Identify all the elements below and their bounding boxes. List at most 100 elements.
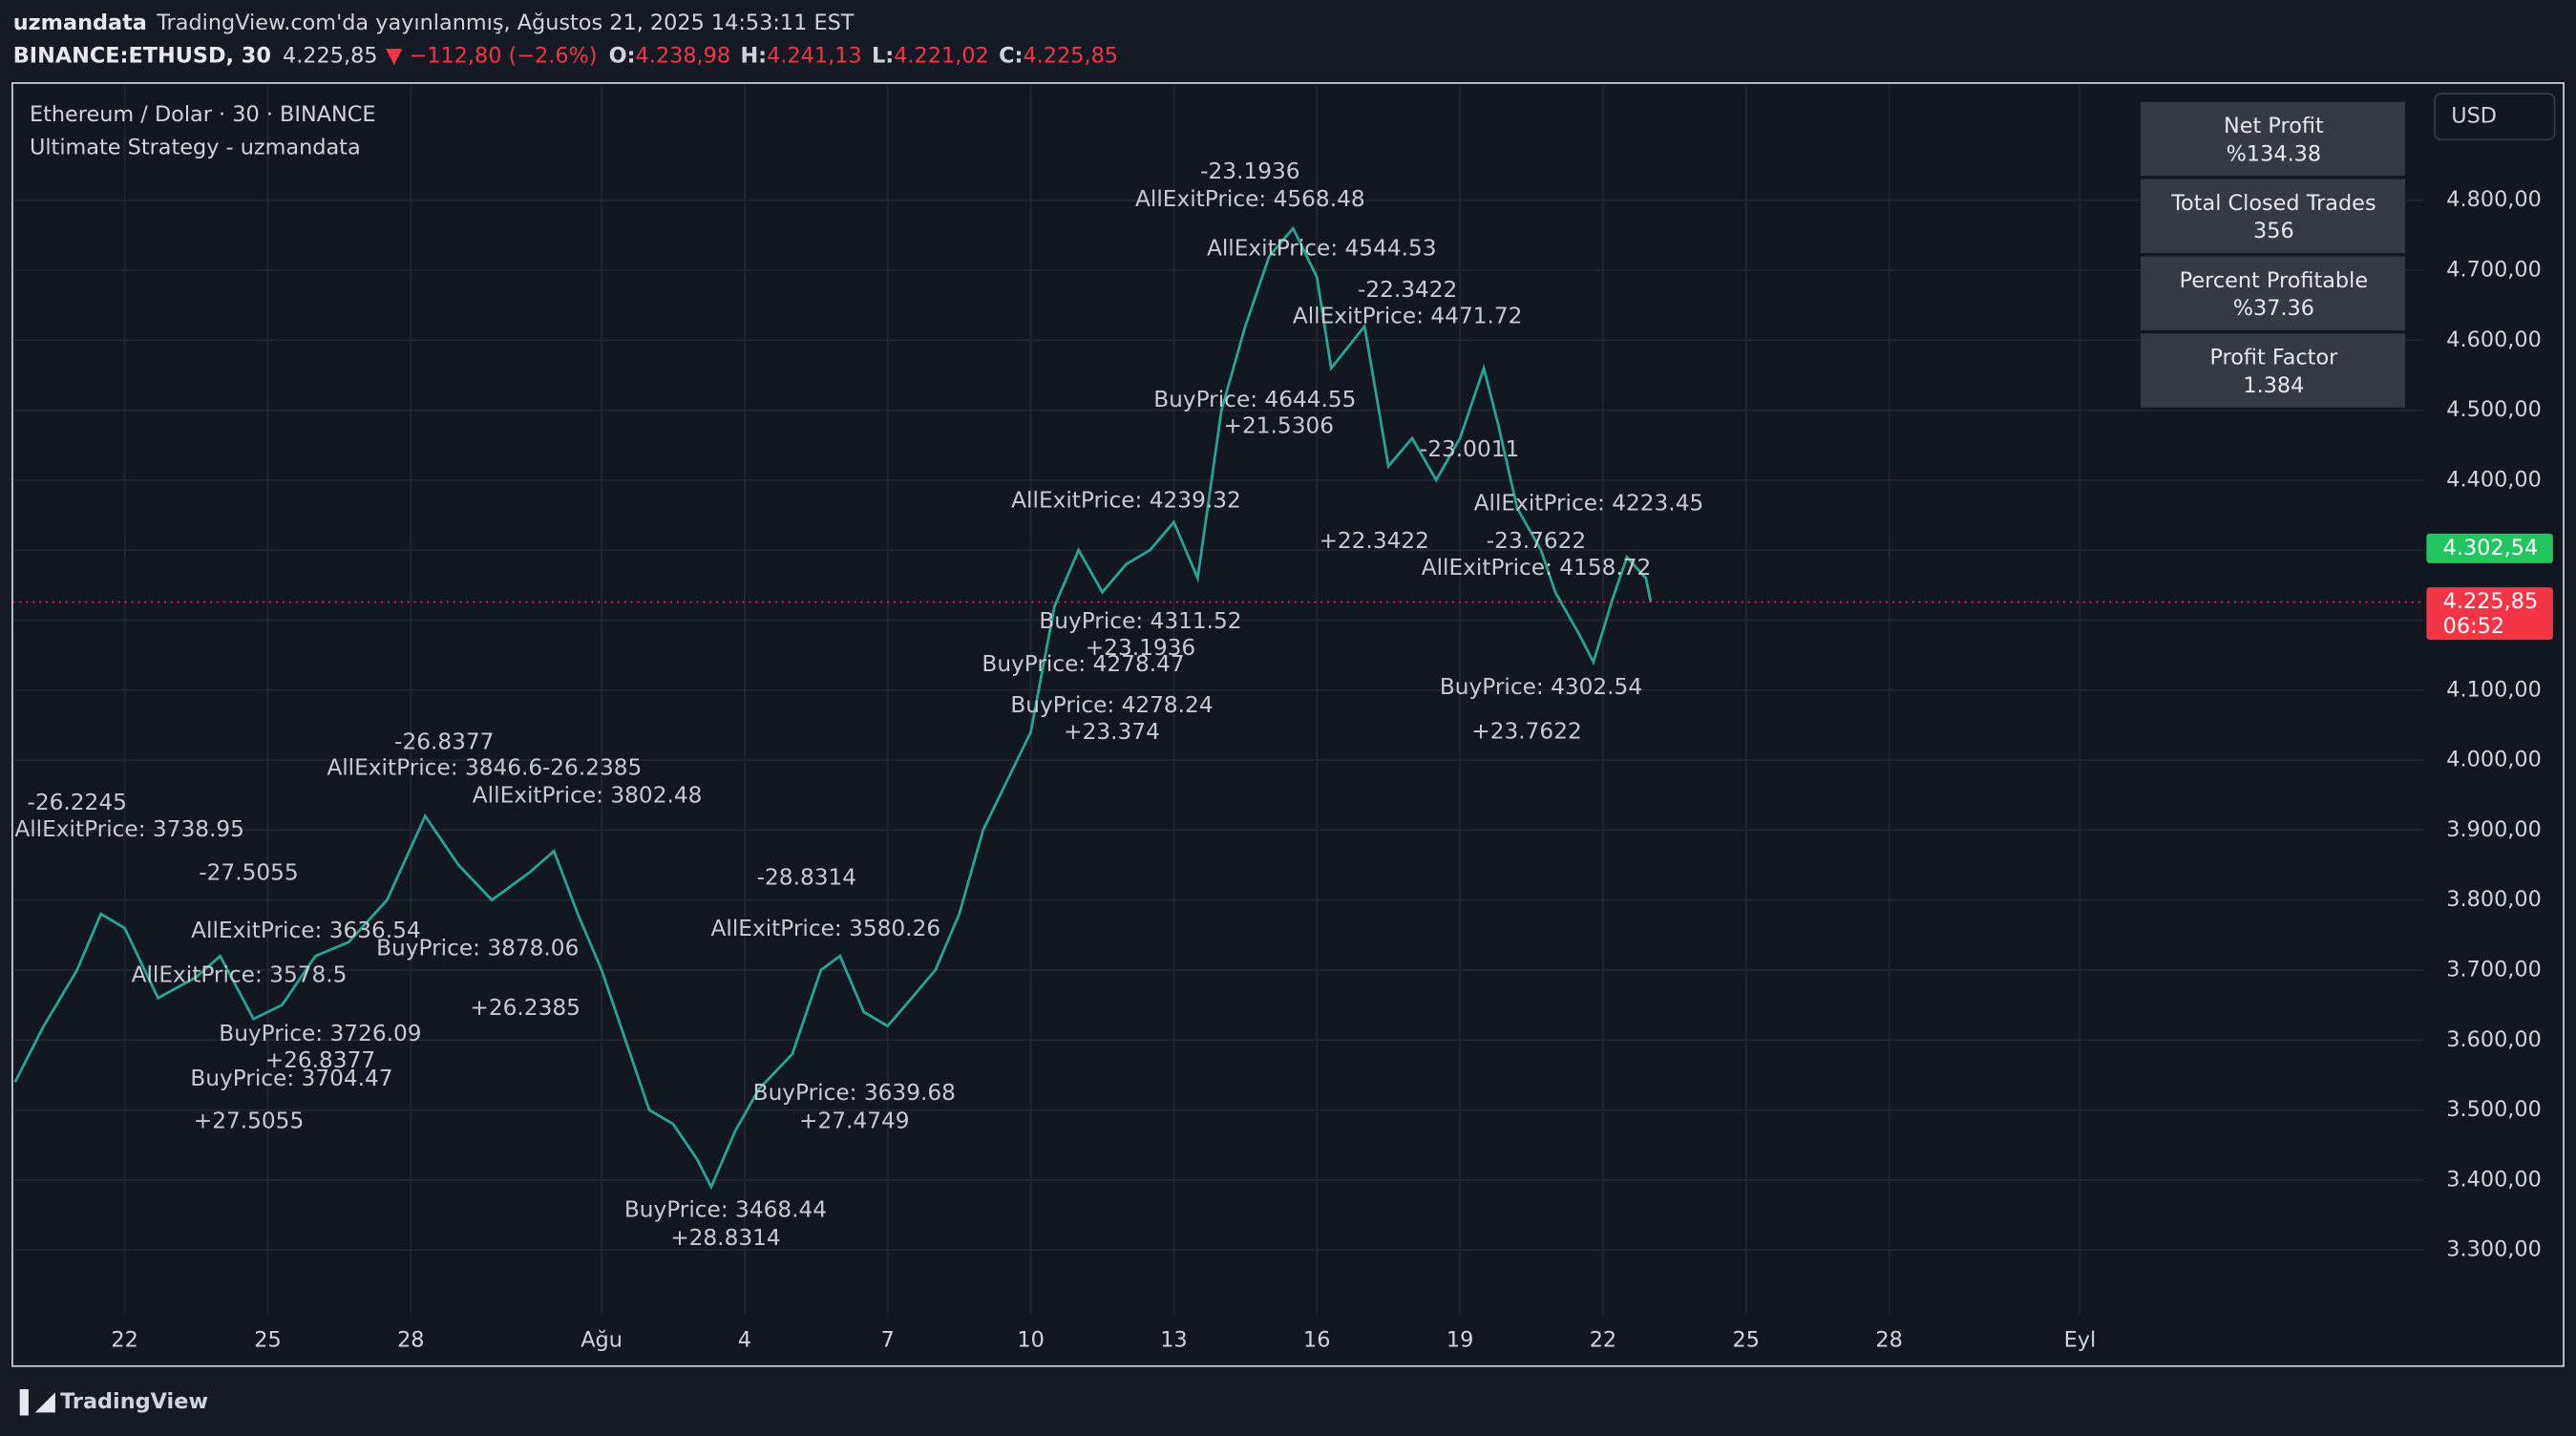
x-tick-label: 10	[1017, 1328, 1044, 1353]
trade-annotation: BuyPrice: 4278.47	[982, 651, 1184, 677]
trade-annotation: AllExitPrice: 3846.6	[327, 754, 542, 780]
x-tick-label: 13	[1160, 1328, 1187, 1353]
stat-cell	[2141, 333, 2406, 408]
x-tick-label: 19	[1446, 1328, 1473, 1353]
trade-annotation: AllExitPrice: 3578.5	[132, 961, 348, 987]
stat-label: Net Profit	[2224, 114, 2324, 138]
trade-annotation: +21.5306	[1224, 413, 1334, 439]
trade-annotation: -23.7622	[1487, 528, 1586, 554]
trade-annotation: AllExitPrice: 3802.48	[473, 783, 703, 809]
stat-value: %37.36	[2233, 296, 2314, 321]
symbol: BINANCE:ETHUSD, 30	[13, 43, 271, 68]
y-tick-label: 4.500,00	[2446, 397, 2542, 422]
price-line	[13, 225, 1653, 1191]
price-label: 4.302,54	[2443, 536, 2539, 560]
trade-annotation: AllExitPrice: 4568.48	[1135, 186, 1365, 212]
stat-cell	[2141, 101, 2406, 177]
trade-annotation: +23.1936	[1086, 635, 1195, 661]
price-label-box	[2426, 533, 2553, 563]
y-tick-label: 4.600,00	[2446, 327, 2542, 352]
trade-annotation: +27.4749	[799, 1109, 909, 1134]
close-label: C:	[999, 43, 1023, 68]
y-tick-label: 3.600,00	[2446, 1027, 2542, 1052]
trade-annotation: +26.2385	[470, 995, 580, 1021]
trade-annotation: BuyPrice: 4278.24	[1010, 692, 1213, 718]
trade-annotation: AllExitPrice: 4471.72	[1293, 304, 1523, 329]
change: ▼ −112,80 (−2.6%)	[386, 43, 597, 68]
quote-line: BINANCE:ETHUSD, 30 4.225,85 ▼ −112,80 (−2.…	[13, 43, 1118, 68]
trade-annotation: -26.2385	[542, 754, 642, 780]
stat-label: Profit Factor	[2209, 346, 2338, 370]
trade-annotation: BuyPrice: 4311.52	[1039, 608, 1241, 634]
price-label-box	[2426, 587, 2553, 641]
trade-annotation: AllExitPrice: 4158.72	[1422, 555, 1652, 581]
stat-value: %134.38	[2227, 141, 2321, 166]
trade-annotation: AllExitPrice: 3738.95	[14, 816, 244, 842]
currency-button[interactable]	[2434, 93, 2556, 141]
x-tick-label: Eyl	[2064, 1328, 2097, 1353]
countdown: 06:52	[2443, 614, 2504, 639]
stat-value: 1.384	[2243, 373, 2304, 398]
high-label: H:	[740, 43, 767, 68]
trade-annotation: +22.3422	[1319, 528, 1428, 554]
x-tick-label: 22	[111, 1328, 137, 1353]
y-tick-label: 4.000,00	[2446, 748, 2542, 772]
trade-annotation: -28.8314	[757, 864, 856, 890]
strategy: Ultimate Strategy - uzmandata	[30, 135, 361, 159]
trade-annotation: BuyPrice: 3878.06	[376, 936, 579, 961]
trade-annotation: BuyPrice: 3726.09	[219, 1021, 421, 1046]
x-tick-label: 22	[1590, 1328, 1616, 1353]
y-tick-label: 4.700,00	[2446, 258, 2542, 283]
trade-annotation: +23.374	[1064, 719, 1160, 745]
stat-cell	[2141, 256, 2406, 330]
trade-annotation: AllExitPrice: 4544.53	[1207, 236, 1437, 262]
stats-table: Net Profit %134.38 Total Closed Trades 356 P…	[2141, 101, 2406, 408]
published: TradingView.com'da yayınlanmış, Ağustos …	[156, 11, 855, 35]
y-tick-label: 4.400,00	[2446, 467, 2542, 492]
footer-brand: ❚◢ TradingView	[13, 1385, 208, 1416]
y-tick-label: 3.300,00	[2446, 1237, 2542, 1262]
stat-value: 356	[2253, 219, 2294, 243]
x-tick-label: 25	[1733, 1328, 1760, 1353]
low-label: L:	[872, 43, 894, 68]
x-tick-label: 25	[254, 1328, 281, 1353]
y-tick-label: 3.400,00	[2446, 1167, 2542, 1192]
trade-annotation: -27.5055	[199, 859, 298, 885]
trade-annotation: AllExitPrice: 4223.45	[1474, 490, 1704, 516]
trade-annotation: BuyPrice: 3704.47	[190, 1066, 392, 1091]
trade-annotation: AllExitPrice: 3580.26	[711, 916, 941, 941]
brand: TradingView	[60, 1388, 208, 1413]
trade-annotation: -23.0011	[1420, 436, 1519, 462]
open: 4.238,98	[636, 43, 731, 68]
y-tick-label: 3.900,00	[2446, 817, 2542, 842]
y-tick-label: 3.700,00	[2446, 957, 2542, 982]
y-tick-label: 4.100,00	[2446, 677, 2542, 702]
x-tick-label: Ağu	[581, 1328, 623, 1353]
high: 4.241,13	[767, 43, 862, 68]
y-tick-label: 3.800,00	[2446, 887, 2542, 912]
y-tick-label: 4.800,00	[2446, 187, 2542, 212]
stat-label: Percent Profitable	[2180, 268, 2368, 293]
trade-annotation: AllExitPrice: 3636.54	[191, 918, 421, 943]
trade-annotation: BuyPrice: 3639.68	[753, 1080, 956, 1106]
trade-annotation: -23.1936	[1200, 158, 1299, 184]
last: 4.225,85	[283, 43, 378, 68]
chart-frame	[11, 82, 2565, 1367]
trade-annotation: BuyPrice: 4644.55	[1153, 387, 1356, 412]
trade-annotation: BuyPrice: 4302.54	[1440, 674, 1642, 700]
low: 4.221,02	[894, 43, 989, 68]
close: 4.225,85	[1023, 43, 1118, 68]
y-tick-label: 3.500,00	[2446, 1097, 2542, 1122]
currency[interactable]: USD	[2451, 104, 2497, 129]
x-tick-label: 7	[881, 1328, 895, 1353]
trade-annotation: +27.5055	[194, 1109, 304, 1134]
stat-cell	[2141, 179, 2406, 254]
x-tick-label: 28	[397, 1328, 424, 1353]
trade-annotation: -26.2245	[27, 790, 126, 815]
author: uzmandata	[13, 11, 147, 35]
x-tick-label: 28	[1875, 1328, 1902, 1353]
instrument: Ethereum / Dolar · 30 · BINANCE	[30, 102, 376, 127]
trade-annotation: +23.7622	[1471, 718, 1581, 744]
trade-annotation: BuyPrice: 3468.44	[624, 1197, 827, 1223]
